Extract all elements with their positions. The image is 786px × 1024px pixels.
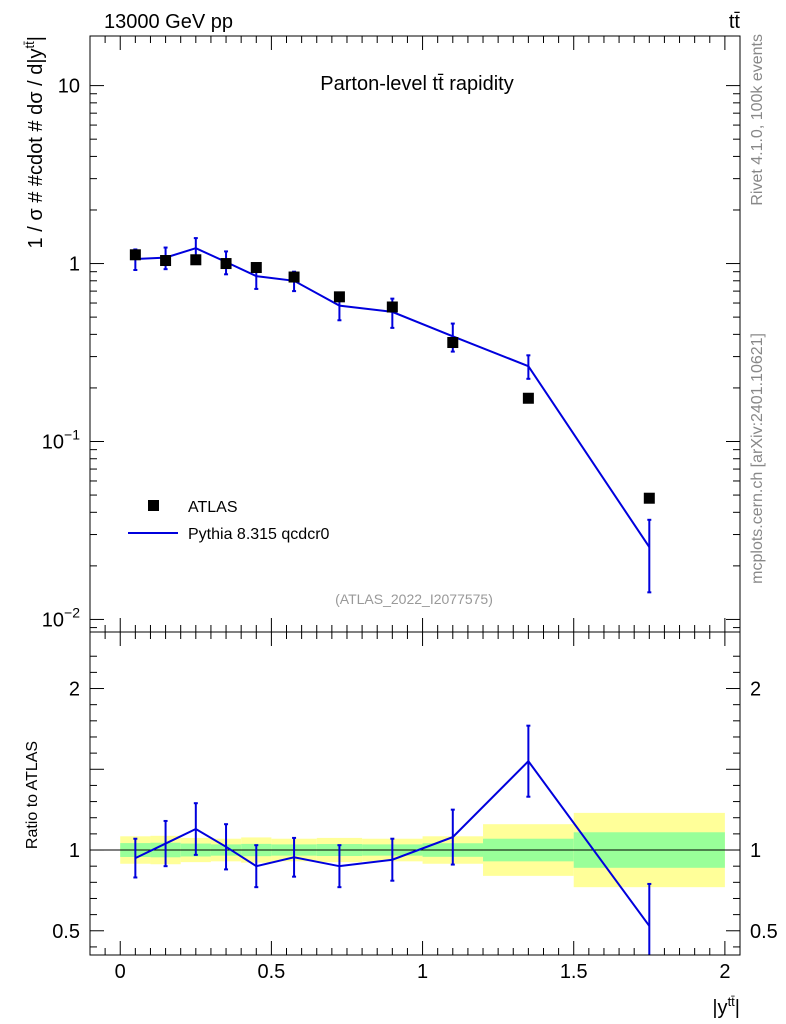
- main-y-tick-label-base: 10: [58, 76, 80, 98]
- legend-data-label: ATLAS: [188, 499, 238, 516]
- main-y-axis-title-end: |: [25, 36, 47, 41]
- data-point: [220, 258, 232, 270]
- main-y-tick-label: 10−1: [42, 426, 80, 453]
- main-title: Parton-level tt̄ rapidity: [320, 73, 513, 95]
- ratio-plot: 2 2 1 1 0.5 0.5 0 0.5 1 1.5 2 Ratio to ATLAS |ytt…: [24, 631, 778, 1019]
- analysis-watermark: (ATLAS_2022_I2077575): [335, 591, 493, 607]
- legend: ATLAS Pythia 8.315 qcdcr0: [128, 499, 330, 543]
- data-point: [386, 301, 398, 313]
- ratio-y-tick-label-right: 0.5: [750, 921, 778, 943]
- ratio-y-tick-label-right: 1: [750, 840, 761, 862]
- data-point: [160, 255, 172, 267]
- data-point: [250, 262, 262, 274]
- x-axis-title-end: |: [735, 997, 740, 1019]
- x-axis-title: |ytt̄|: [712, 994, 740, 1019]
- energy-label: 13000 GeV pp: [104, 11, 233, 33]
- ratio-y-tick-label-left: 2: [69, 679, 80, 701]
- data-point: [333, 291, 345, 303]
- main-y-tick-label-base: 10: [42, 431, 64, 453]
- ratio-y-tick-label-right: 2: [750, 679, 761, 701]
- x-axis-title-main: |y: [712, 997, 727, 1019]
- main-y-axis-title-main: 1 / σ # #cdot # dσ / d|y: [25, 48, 47, 248]
- data-point: [288, 271, 300, 283]
- x-axis-title-sup: tt̄: [728, 994, 736, 1009]
- data-point: [129, 249, 141, 261]
- x-tick-label: 1.5: [560, 961, 588, 983]
- mcplots-label: mcplots.cern.ch [arXiv:2401.10621]: [749, 333, 766, 584]
- data-point: [447, 337, 459, 349]
- ratio-frame: [89, 631, 741, 956]
- main-y-tick-label-exp: −2: [64, 604, 80, 620]
- data-point: [190, 254, 202, 266]
- legend-mc-label: Pythia 8.315 qcdcr0: [188, 526, 330, 543]
- data-point: [522, 392, 534, 404]
- main-plot: Parton-level tt̄ rapidity 1 / σ # #cdot …: [22, 35, 741, 955]
- main-y-tick-label: 10: [58, 76, 80, 98]
- main-y-axis-title: 1 / σ # #cdot # dσ / d|ytt̄|: [22, 36, 47, 248]
- ratio-y-tick-label-left: 1: [69, 840, 80, 862]
- x-tick-label: 2: [719, 961, 730, 983]
- main-y-tick-label-exp: −1: [64, 426, 80, 442]
- process-label: tt̄: [729, 11, 741, 33]
- x-tick-label: 0.5: [257, 961, 285, 983]
- x-tick-label: 0: [115, 961, 126, 983]
- rivet-label: Rivet 4.1.0, 100k events: [749, 34, 766, 206]
- x-tick-label: 1: [417, 961, 428, 983]
- ratio-y-axis-title: Ratio to ATLAS: [24, 741, 41, 849]
- ratio-y-tick-label-left: 0.5: [52, 921, 80, 943]
- data-point: [643, 492, 655, 504]
- main-y-axis-title-sup: tt̄: [22, 41, 37, 49]
- main-y-tick-label-base: 1: [69, 254, 80, 276]
- main-y-tick-label: 1: [69, 254, 80, 276]
- main-y-tick-label: 10−2: [42, 604, 80, 631]
- legend-data-marker: [148, 500, 159, 511]
- main-y-tick-label-base: 10: [42, 609, 64, 631]
